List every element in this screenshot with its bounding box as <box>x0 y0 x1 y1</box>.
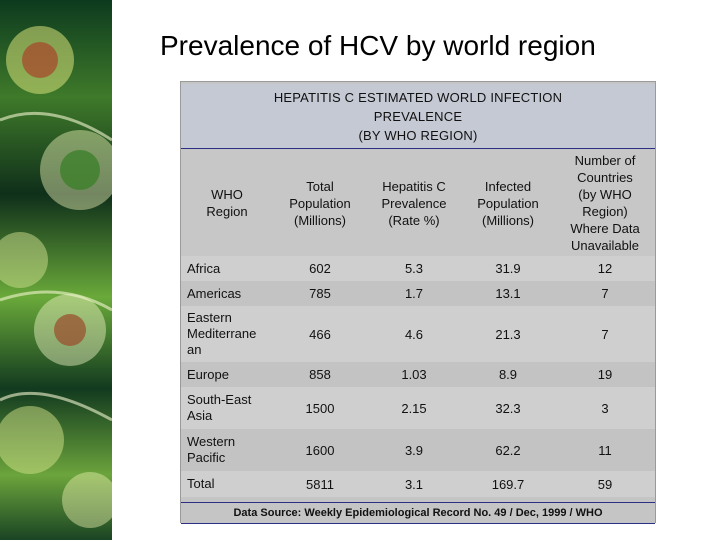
banner-line: PREVALENCE <box>373 108 463 124</box>
table-row: Western Pacific 1600 3.9 62.2 11 <box>181 429 655 471</box>
header-text: Population <box>289 195 351 211</box>
header-text: Countries <box>577 170 633 185</box>
header-text: Hepatitis C <box>382 178 446 194</box>
region-cell: Western Pacific <box>187 434 236 465</box>
header-text: Population <box>477 195 539 211</box>
slide-title: Prevalence of HCV by world region <box>160 30 596 61</box>
header-text: Region <box>206 204 248 219</box>
population-cell: 858 <box>309 367 331 382</box>
header-text: Number of <box>574 153 636 168</box>
prevalence-cell: 3.1 <box>404 476 424 492</box>
countries-cell: 7 <box>601 326 609 342</box>
banner-line: HEPATITIS C ESTIMATED WORLD INFECTION <box>273 89 563 105</box>
infected-cell: 169.7 <box>491 476 525 492</box>
prevalence-cell: 1.7 <box>404 286 424 301</box>
header-who-region: WHO Region <box>181 150 273 256</box>
region-cell: Americas <box>187 285 242 301</box>
table-header-row: WHO Region Total Population (Millions) H… <box>181 150 655 256</box>
countries-cell: 11 <box>598 442 612 458</box>
countries-cell: 7 <box>601 286 609 301</box>
header-text: Where Data <box>570 221 640 236</box>
infected-cell: 13.1 <box>495 286 521 301</box>
header-text: Prevalence <box>381 195 447 211</box>
population-cell: 466 <box>309 326 331 342</box>
prevalence-cell: 4.6 <box>404 326 424 342</box>
table-row: Europe 858 1.03 8.9 19 <box>181 362 655 387</box>
table-row: Eastern Mediterrane an 466 4.6 21.3 7 <box>181 306 655 362</box>
countries-cell: 59 <box>597 476 613 492</box>
region-cell: Eastern Mediterrane an <box>187 310 257 357</box>
countries-cell: 12 <box>597 261 613 276</box>
table-banner: HEPATITIS C ESTIMATED WORLD INFECTION PR… <box>181 84 655 149</box>
prevalence-cell: 3.9 <box>404 442 424 458</box>
header-text: (Rate %) <box>388 212 440 228</box>
prevalence-cell: 2.15 <box>401 400 427 416</box>
header-text: (Millions) <box>482 212 534 228</box>
prevalence-cell: 5.3 <box>404 261 424 276</box>
header-text: Total <box>306 178 334 194</box>
header-text: Infected <box>484 178 532 194</box>
population-cell: 1500 <box>305 400 335 416</box>
infected-cell: 8.9 <box>498 367 518 382</box>
table-row: Africa 602 5.3 31.9 12 <box>181 256 655 281</box>
header-text: Region) <box>582 204 628 219</box>
region-cell: Europe <box>187 366 229 382</box>
data-source-note: Data Source: Weekly Epidemiological Reco… <box>181 502 655 524</box>
population-cell: 1600 <box>305 442 335 458</box>
table-card <box>181 82 655 522</box>
table-row: South-East Asia 1500 2.15 32.3 3 <box>181 387 655 429</box>
header-text: Unavailable <box>571 238 639 253</box>
decorative-side-image <box>0 0 112 540</box>
infected-cell: 31.9 <box>495 261 521 276</box>
header-countries-unavailable: Number of Countries (by WHO Region) Wher… <box>555 150 655 256</box>
region-cell: Africa <box>187 260 221 276</box>
banner-line: (BY WHO REGION) <box>358 127 478 143</box>
header-infected-population: Infected Population (Millions) <box>461 150 555 256</box>
table-row: Americas 785 1.7 13.1 7 <box>181 281 655 306</box>
prevalence-table: WHO Region Total Population (Millions) H… <box>181 150 655 497</box>
population-cell: 602 <box>309 261 331 276</box>
header-prevalence: Hepatitis C Prevalence (Rate %) <box>367 150 461 256</box>
population-cell: 785 <box>309 286 331 301</box>
table-row: Total 5811 3.1 169.7 59 <box>181 471 655 497</box>
countries-cell: 3 <box>601 400 609 416</box>
prevalence-cell: 1.03 <box>401 367 427 382</box>
infected-cell: 32.3 <box>495 400 521 416</box>
virus-illustration <box>0 26 112 528</box>
countries-cell: 19 <box>597 367 613 382</box>
header-text: WHO <box>211 187 243 202</box>
infected-cell: 62.2 <box>495 442 521 458</box>
infected-cell: 21.3 <box>495 326 521 342</box>
header-text: (by WHO <box>578 187 632 202</box>
region-cell: South-East Asia <box>187 392 252 423</box>
header-total-population: Total Population (Millions) <box>273 150 367 256</box>
region-cell: Total <box>187 476 215 491</box>
header-text: (Millions) <box>294 212 346 228</box>
population-cell: 5811 <box>306 476 334 492</box>
